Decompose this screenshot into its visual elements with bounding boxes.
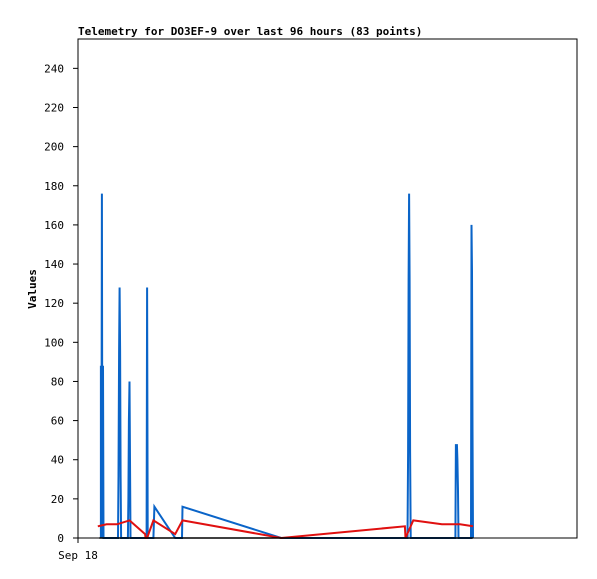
y-tick-label: 180 [44, 180, 64, 193]
y-tick-label: 120 [44, 297, 64, 310]
y-tick-label: 160 [44, 219, 64, 232]
chart-title: Telemetry for DO3EF-9 over last 96 hours… [78, 25, 422, 38]
y-tick-label: 240 [44, 62, 64, 75]
y-tick-label: 40 [51, 454, 64, 467]
y-axis: 0 20 40 60 80 100 120 140 160 180 200 220 240 [44, 62, 78, 545]
y-tick-label: 100 [44, 336, 64, 349]
y-tick-label: 0 [57, 532, 64, 545]
y-tick-label: 140 [44, 258, 64, 271]
y-tick-label: 20 [51, 493, 64, 506]
series-layer [97, 193, 474, 540]
plot-frame [77, 38, 578, 539]
series-line-2 [97, 518, 474, 540]
y-tick-label: 220 [44, 101, 64, 114]
y-tick-label: 200 [44, 141, 64, 154]
y-axis-label: Values [26, 269, 39, 309]
y-tick-label: 60 [51, 415, 64, 428]
x-tick-label: Sep 18 [58, 549, 98, 562]
x-axis: Sep 18 [58, 538, 98, 562]
y-tick-label: 80 [51, 375, 64, 388]
series-line-1 [99, 193, 474, 539]
